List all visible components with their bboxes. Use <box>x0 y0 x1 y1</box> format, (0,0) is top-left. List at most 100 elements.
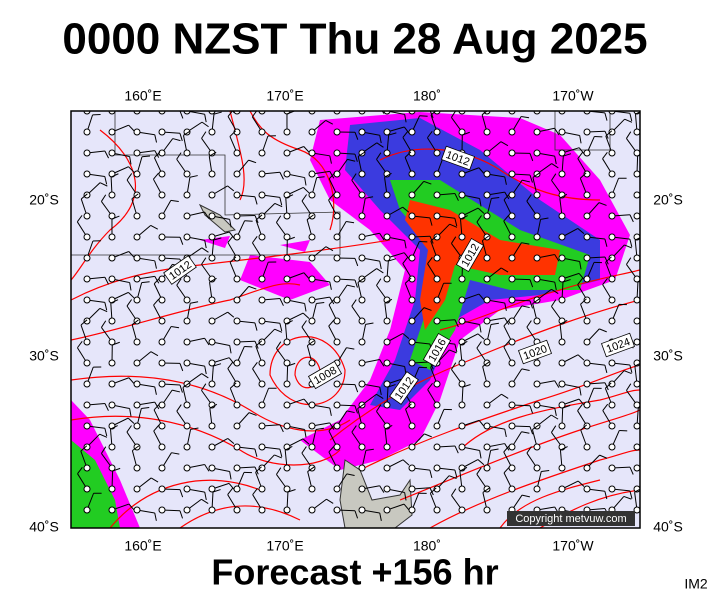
barb-station <box>208 212 216 220</box>
barb-station <box>483 338 491 346</box>
barb-staff <box>237 111 238 112</box>
barb-feather <box>481 111 488 116</box>
barb-station <box>208 464 216 472</box>
barb-feather <box>379 135 382 144</box>
barb-feather <box>599 454 608 459</box>
barb-station <box>158 233 166 241</box>
barb-station <box>283 296 291 304</box>
barb-feather <box>129 156 132 165</box>
top-label: 180˚ <box>413 88 441 104</box>
barb-station <box>133 254 141 262</box>
barb-feather <box>302 312 310 319</box>
barb-station <box>583 464 591 472</box>
barb-station <box>233 212 241 220</box>
barb-station <box>308 275 316 283</box>
top-label: 170˚W <box>552 88 594 104</box>
barb-station <box>333 275 341 283</box>
barb-feather <box>254 322 258 331</box>
barb-feather <box>279 424 284 433</box>
barb-station <box>483 401 491 409</box>
barb-station <box>508 443 516 451</box>
barb-feather <box>100 194 107 202</box>
barb-station <box>458 422 466 430</box>
barb-feather <box>141 155 151 158</box>
barb-feather <box>228 357 235 365</box>
barb-station <box>333 401 341 409</box>
barb-feather <box>579 135 582 144</box>
barb-feather <box>482 235 490 242</box>
barb-feather <box>104 277 109 285</box>
barb-station <box>83 191 91 199</box>
barb-feather <box>80 193 88 200</box>
rain-very-heavy <box>405 200 560 330</box>
barb-station <box>133 464 141 472</box>
barb-station <box>308 317 316 325</box>
barb-station <box>533 191 541 199</box>
barb-station <box>633 401 640 409</box>
barb-feather <box>252 362 258 369</box>
barb-feather <box>540 217 549 220</box>
barb-station <box>483 170 491 178</box>
barb-feather <box>346 473 355 476</box>
barb-feather <box>379 232 385 241</box>
barb-feather <box>304 429 307 438</box>
barb-feather <box>637 280 640 283</box>
barb-station <box>383 191 391 199</box>
barb-feather <box>577 354 585 361</box>
barb-station <box>208 443 216 451</box>
barb-station <box>333 485 341 493</box>
barb-feather <box>307 466 315 472</box>
barb-feather <box>479 324 482 333</box>
barb-feather <box>227 235 234 243</box>
barb-station <box>258 338 266 346</box>
barb-station <box>383 212 391 220</box>
barb-station <box>308 254 316 262</box>
barb-station <box>533 254 541 262</box>
barb-station <box>608 443 616 451</box>
barb-station <box>233 191 241 199</box>
barb-station <box>158 170 166 178</box>
barb-feather <box>629 239 633 248</box>
barb-station <box>508 191 516 199</box>
barb-station <box>158 149 166 157</box>
barb-station <box>358 212 366 220</box>
barb-station <box>108 233 116 241</box>
barb-feather <box>521 368 530 371</box>
barb-station <box>208 317 216 325</box>
barb-station <box>483 296 491 304</box>
forecast-hour: Forecast +156 hr <box>211 552 498 593</box>
barb-feather <box>554 407 557 416</box>
barb-station <box>108 275 116 283</box>
barb-feather <box>212 489 221 493</box>
barb-station <box>508 296 516 304</box>
barb-feather <box>104 302 108 311</box>
barb-feather <box>357 403 365 409</box>
barb-station <box>283 401 291 409</box>
barb-station <box>483 212 491 220</box>
barb-station <box>283 422 291 430</box>
barb-feather <box>454 445 459 454</box>
copyright: Copyright metvuw.com <box>515 513 626 525</box>
barb-feather <box>141 407 150 410</box>
barb-station <box>308 401 316 409</box>
right-label: 30˚S <box>653 348 683 364</box>
barb-station <box>233 380 241 388</box>
barb-feather <box>504 428 507 438</box>
barb-feather <box>325 246 334 252</box>
barb-station <box>633 338 640 346</box>
barb-station <box>308 422 316 430</box>
barb-feather <box>229 382 237 389</box>
barb-station <box>233 233 241 241</box>
barb-feather <box>624 244 632 249</box>
barb-feather <box>376 404 382 412</box>
barb-station <box>583 149 591 157</box>
barb-feather <box>279 197 283 206</box>
barb-feather <box>328 319 335 327</box>
barb-feather <box>541 469 550 473</box>
barb-feather <box>554 254 560 262</box>
barb-station <box>233 443 241 451</box>
barb-station <box>158 128 166 136</box>
barb-station <box>483 254 491 262</box>
barb-feather <box>80 445 88 452</box>
barb-station <box>583 359 591 367</box>
